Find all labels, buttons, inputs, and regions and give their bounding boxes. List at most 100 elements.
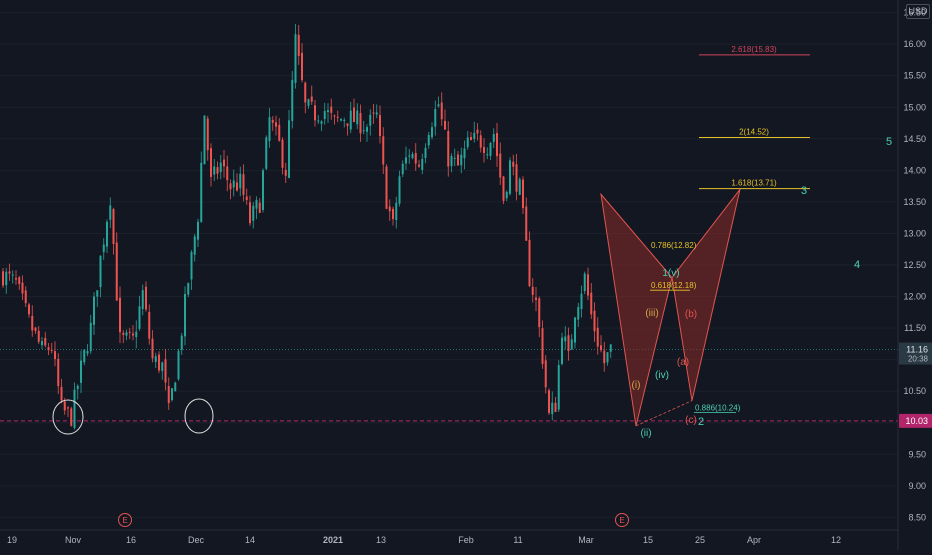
candle [258,198,261,214]
candle-body [83,349,86,363]
highlight-circle-nov[interactable] [52,399,84,435]
candle-body [587,274,589,296]
candle-body [249,202,251,224]
candle [115,232,118,301]
candle [502,175,505,205]
candle [57,353,60,394]
candle-body [349,110,352,130]
support-price-tag[interactable]: 10.03 [899,413,932,428]
candle-body [548,390,550,413]
candle [232,169,235,197]
pattern-triangle-bcd[interactable] [671,188,741,401]
candle [421,153,424,175]
candle-body [200,162,203,222]
candle-body [460,154,463,166]
candle [294,23,297,89]
wave-label: (c) [685,415,697,426]
candle-body [5,271,8,286]
candle-body [320,121,323,124]
candle-body [281,139,284,168]
candle [161,361,164,380]
candle-body [28,304,30,315]
candle [226,155,229,192]
candle-body [213,166,216,175]
earnings-event-marker[interactable]: E [615,513,629,527]
candle-body [577,307,580,320]
candle-body [395,202,398,220]
candle-body [505,191,508,199]
pattern-triangle-xab[interactable] [600,192,673,427]
candle [67,406,69,418]
candle [5,268,8,294]
candle-body [125,332,128,336]
y-tick-label: 13.50 [903,197,926,207]
candle [76,384,79,400]
candle-body [333,115,336,117]
candle-body [382,136,385,165]
harmonic-pattern[interactable]: 0.786(12.82) 0.618(12.18) 0.886(10.24) [600,188,741,427]
x-tick-label: 19 [7,535,17,545]
candle-body [323,111,326,119]
candle-body [145,286,147,310]
fib-levels[interactable]: 2.618(15.83) 2(14.52) 1.618(13.71) [699,45,810,190]
candle [125,329,128,341]
candle-body [479,135,482,148]
candle-body [437,104,440,107]
candle-body [18,277,21,285]
candle [44,332,47,348]
x-tick-label: Dec [188,535,205,545]
wave-label: 5 [886,136,892,148]
candle-body [538,298,541,328]
candle [70,406,73,427]
candle [145,281,147,312]
event-marker-circle[interactable] [118,513,132,527]
wave-label: 3 [801,185,807,197]
candle-body [408,155,411,157]
candle-body [509,160,511,194]
candle [476,123,479,141]
candle-body [554,402,557,413]
highlight-circles[interactable] [52,398,214,435]
y-tick-label: 10.50 [903,386,926,396]
candle-body [431,127,433,138]
candle-body [466,137,469,148]
candle [343,117,346,128]
candle-body [340,118,342,121]
candle [8,263,11,281]
candle [314,99,316,127]
candle [60,378,63,404]
candle-body [476,129,479,134]
x-tick-label: 16 [126,535,136,545]
candle [54,341,56,367]
candle [424,143,427,164]
candle [541,320,544,369]
candle-body [606,352,609,363]
candle-body [544,360,547,388]
candle [366,124,368,142]
candle [580,285,583,318]
candle [307,98,310,109]
candle [450,153,453,173]
event-marker-circle[interactable] [615,513,629,527]
candle-body [109,205,112,220]
y-tick-label: 11.50 [904,323,926,333]
candle-body [31,315,34,331]
candle [444,109,446,130]
x-tick-label: Feb [458,535,474,545]
last-price-value: 11.16 [906,345,928,355]
candle-body [486,154,489,156]
candle-body [223,159,225,167]
candle-body [603,350,606,364]
currency-button[interactable]: USD [906,4,930,19]
highlight-circle-dec[interactable] [184,398,214,434]
candle-body [424,147,427,159]
candle [551,391,554,421]
candle-body [583,273,586,292]
candle-body [366,127,368,132]
x-tick-label: Mar [578,535,594,545]
earnings-event-marker[interactable]: E [118,513,132,527]
